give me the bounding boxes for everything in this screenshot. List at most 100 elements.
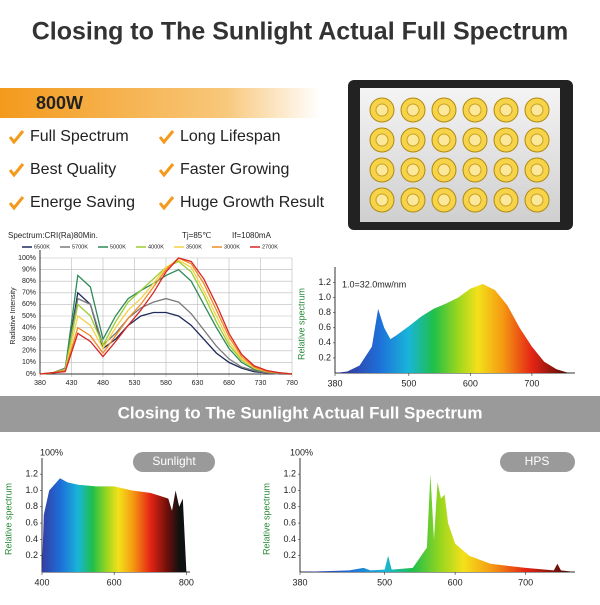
feature-text: Long Lifespan <box>180 128 281 145</box>
check-icon <box>8 196 25 211</box>
led-lens <box>437 163 451 177</box>
header-bg <box>0 0 600 70</box>
annotation: Tj=85℃ <box>182 231 211 240</box>
check-icon <box>8 163 25 178</box>
y-tick-label: 0% <box>26 371 36 378</box>
spectrum-line <box>39 297 292 375</box>
page-title: Closing to The Sunlight Actual Full Spec… <box>32 18 569 46</box>
y-tick-label: 0.4 <box>283 534 296 544</box>
y-tick-label: 0.4 <box>25 534 38 544</box>
y-tick-label: 0.4 <box>318 337 331 347</box>
y-tick-label: 1.2 <box>318 277 331 287</box>
tag-bg <box>133 452 215 472</box>
x-tick-label: 700 <box>518 577 533 587</box>
spectrum-area <box>42 478 187 572</box>
y-tick-label: 50% <box>22 313 36 320</box>
annotation: If=1080mA <box>232 231 272 240</box>
led-lens <box>468 193 482 207</box>
tag-bg <box>500 452 575 472</box>
y-tick-label: 0.6 <box>318 322 331 332</box>
spectrum-area <box>335 284 569 373</box>
x-tick-label: 800 <box>179 577 194 587</box>
led-lens <box>406 193 420 207</box>
legend-label: 4000K <box>148 244 164 250</box>
y-tick-label: 0.2 <box>283 550 296 560</box>
spectrum-line <box>39 268 293 375</box>
y-tick-label: 20% <box>22 348 36 355</box>
y-tick-label: 1.0 <box>318 292 331 302</box>
led-lens <box>499 103 513 117</box>
led-lens <box>375 163 389 177</box>
led-lens <box>375 133 389 147</box>
led-lens <box>468 163 482 177</box>
y-tick-label: 1.0 <box>283 485 296 495</box>
power-banner <box>0 88 320 118</box>
product-image <box>348 80 573 230</box>
led-lens <box>499 133 513 147</box>
x-tick-label: 380 <box>292 577 307 587</box>
x-tick-label: 600 <box>107 577 122 587</box>
x-tick-label: 700 <box>524 378 539 388</box>
annotation: 1.0=32.0mw/nm <box>342 279 406 289</box>
led-lens <box>406 133 420 147</box>
legend-label: 5000K <box>110 244 126 250</box>
x-tick-label: 500 <box>401 378 416 388</box>
x-tick-label: 600 <box>448 577 463 587</box>
y-tick-label: 0.6 <box>283 517 296 527</box>
led-lens <box>530 193 544 207</box>
led-lens <box>375 193 389 207</box>
x-tick-label: 580 <box>160 380 172 387</box>
tag-label: HPS <box>525 454 550 468</box>
x-tick-label: 600 <box>463 378 478 388</box>
y-tick-label: 0.2 <box>318 352 331 362</box>
check-icon <box>158 163 175 178</box>
spectrum-line <box>39 257 293 375</box>
y-tick-label: 30% <box>22 336 36 343</box>
led-lens <box>437 133 451 147</box>
y-tick-label: 0.6 <box>25 517 38 527</box>
led-lens <box>530 133 544 147</box>
feature-text: Best Quality <box>30 161 116 178</box>
tag-label: Sunlight <box>152 454 196 468</box>
x-tick-label: 380 <box>327 378 342 388</box>
led-lens <box>468 133 482 147</box>
y-axis-label: Relative spectrum <box>261 483 271 555</box>
x-tick-label: 780 <box>286 380 298 387</box>
section-title: Closing to The Sunlight Actual Full Spec… <box>118 403 483 422</box>
led-lens <box>499 193 513 207</box>
feature-text: Faster Growing <box>180 161 289 178</box>
check-icon <box>158 196 175 211</box>
y-axis-label: Radiative Intensity <box>10 287 17 345</box>
led-lens <box>468 103 482 117</box>
legend-label: 5700K <box>72 244 88 250</box>
y-axis-label: Relative spectrum <box>296 288 306 360</box>
spectrum-line <box>39 257 293 375</box>
led-lens <box>375 103 389 117</box>
y-tick-label: 60% <box>22 301 36 308</box>
x-tick-label: 530 <box>129 380 141 387</box>
spectrum-line <box>39 259 293 375</box>
legend-label: 3500K <box>186 244 202 250</box>
top-label: 100% <box>290 447 313 457</box>
x-tick-label: 500 <box>377 577 392 587</box>
power-label: 800W <box>36 93 83 113</box>
x-tick-label: 430 <box>66 380 78 387</box>
led-lens <box>406 103 420 117</box>
y-tick-label: 40% <box>22 324 36 331</box>
led-lens <box>499 163 513 177</box>
feature-text: Energe Saving <box>30 194 135 211</box>
spectrum-line <box>39 291 292 375</box>
legend-label: 2700K <box>262 244 278 250</box>
x-tick-label: 630 <box>192 380 204 387</box>
led-lens <box>406 163 420 177</box>
top-label: 100% <box>40 447 63 457</box>
y-tick-label: 70% <box>22 290 36 297</box>
y-tick-label: 90% <box>22 266 36 273</box>
x-tick-label: 680 <box>223 380 235 387</box>
y-tick-label: 80% <box>22 278 36 285</box>
feature-text: Huge Growth Result <box>180 194 325 211</box>
led-lens <box>437 193 451 207</box>
y-tick-label: 1.2 <box>283 469 296 479</box>
